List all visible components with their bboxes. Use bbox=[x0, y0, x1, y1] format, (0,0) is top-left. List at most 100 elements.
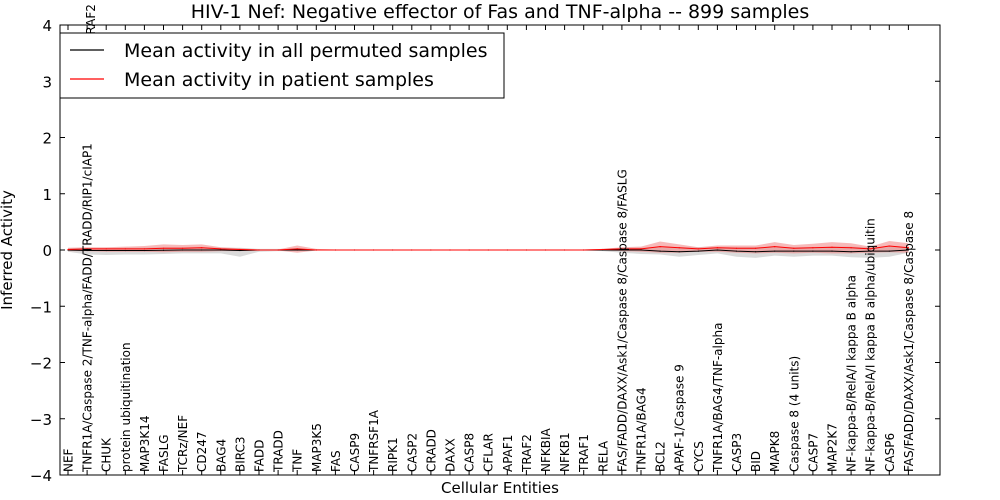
legend: Mean activity in all permuted samples Me… bbox=[59, 32, 505, 99]
x-tick-label: TRAF1 bbox=[577, 434, 591, 473]
data-point bbox=[831, 250, 833, 252]
x-tick-label: NEF bbox=[62, 448, 76, 472]
data-point bbox=[793, 250, 795, 252]
x-tick-label: TRADD bbox=[272, 430, 286, 473]
data-point bbox=[220, 248, 222, 250]
x-tick-label: RIPK1 bbox=[386, 437, 400, 472]
data-point bbox=[86, 248, 88, 250]
data-point bbox=[86, 249, 88, 252]
data-point bbox=[239, 248, 241, 251]
data-point bbox=[315, 249, 317, 251]
data-point bbox=[640, 249, 642, 251]
x-tick-label: TNFRSF1A bbox=[367, 409, 381, 473]
y-axis-ticks: 4 3 2 1 0 −1 −2 −3 −4 bbox=[30, 17, 940, 485]
data-point bbox=[659, 250, 661, 252]
x-tick-label: CASP2 bbox=[405, 433, 419, 472]
data-point bbox=[735, 247, 738, 249]
y-tick-label: 1 bbox=[42, 186, 52, 204]
data-point bbox=[697, 248, 699, 250]
chart-title: HIV-1 Nef: Negative effector of Fas and … bbox=[191, 1, 810, 23]
data-point bbox=[162, 247, 165, 249]
data-point bbox=[392, 249, 394, 251]
x-tick-label: FAS/FADD/DAXX/Ask1/Caspase 8/Caspase 8/F… bbox=[615, 169, 629, 472]
x-tick-label: BAG4 bbox=[214, 439, 228, 472]
legend-label-permuted: Mean activity in all permuted samples bbox=[124, 40, 487, 62]
data-point bbox=[659, 246, 661, 248]
x-tick-label: CASP7 bbox=[806, 433, 820, 472]
x-tick-label: MAP3K14 bbox=[138, 415, 152, 472]
data-point bbox=[678, 247, 680, 249]
data-point bbox=[162, 249, 165, 251]
x-tick-label: BIRC3 bbox=[233, 436, 247, 472]
data-point bbox=[105, 249, 107, 252]
data-point bbox=[869, 250, 871, 252]
x-tick-label: APAF1 bbox=[501, 435, 515, 472]
data-point bbox=[525, 249, 528, 251]
x-tick-label: MAP2K7 bbox=[826, 423, 840, 472]
data-point bbox=[812, 247, 814, 249]
data-point bbox=[182, 247, 184, 249]
data-point bbox=[907, 247, 910, 249]
data-point bbox=[812, 250, 814, 252]
x-tick-label: TCRz/NEF bbox=[176, 415, 190, 473]
data-point bbox=[602, 248, 604, 251]
data-point bbox=[258, 249, 260, 251]
data-point bbox=[774, 250, 776, 252]
data-point bbox=[755, 251, 757, 253]
series-lines bbox=[67, 245, 910, 253]
data-point bbox=[831, 246, 833, 248]
data-point bbox=[182, 249, 184, 251]
data-point bbox=[296, 249, 298, 251]
data-point bbox=[678, 251, 680, 253]
data-point bbox=[850, 247, 852, 249]
x-tick-label: CRADD bbox=[424, 429, 438, 472]
data-point bbox=[411, 249, 413, 251]
data-point bbox=[124, 248, 126, 250]
data-point bbox=[583, 249, 585, 251]
x-tick-label: CASP3 bbox=[730, 433, 744, 472]
x-tick-label: CASP8 bbox=[463, 433, 477, 472]
data-point bbox=[430, 249, 432, 251]
x-tick-label: DAXX bbox=[444, 438, 458, 472]
data-point bbox=[67, 248, 69, 251]
data-point bbox=[468, 249, 470, 251]
y-tick-label: −3 bbox=[30, 411, 52, 429]
x-tick-label: APAF-1/Caspase 9 bbox=[673, 364, 687, 472]
data-point bbox=[334, 249, 336, 251]
x-axis-ticks: NEF TNFR1A/Caspase 2/TNF-alpha/FADD/TRADD… bbox=[62, 25, 916, 475]
data-point bbox=[373, 249, 375, 251]
data-point bbox=[487, 249, 489, 251]
data-point bbox=[449, 249, 451, 251]
x-tick-label: CASP9 bbox=[348, 433, 362, 472]
data-point bbox=[716, 249, 719, 251]
y-tick-label: 4 bbox=[42, 17, 52, 35]
x-tick-label: FAS/FADD/DAXX/Ask1/Caspase 8/Caspase 8 bbox=[902, 211, 916, 472]
x-tick-label: FAS bbox=[329, 450, 343, 472]
data-point bbox=[201, 247, 203, 249]
data-point bbox=[888, 245, 890, 247]
data-point bbox=[143, 249, 145, 252]
y-tick-label: −2 bbox=[30, 355, 52, 373]
x-tick-label: CFLAR bbox=[482, 433, 496, 472]
x-tick-label: NF-kappa-B/RelA/I kappa B alpha bbox=[845, 275, 859, 472]
legend-box bbox=[59, 32, 505, 99]
data-point bbox=[105, 248, 107, 250]
x-tick-label: TNFR1A/BAG4/TNF-alpha bbox=[711, 323, 725, 473]
data-point bbox=[201, 249, 203, 251]
data-point bbox=[124, 249, 126, 252]
data-point bbox=[850, 251, 852, 253]
x-tick-label: CASP6 bbox=[883, 433, 897, 472]
x-tick-label: TRAF2 bbox=[520, 434, 534, 473]
y-tick-label: 2 bbox=[42, 130, 52, 148]
x-tick-label: BCL2 bbox=[654, 441, 668, 472]
data-point bbox=[506, 249, 508, 251]
data-point bbox=[353, 249, 356, 251]
data-point bbox=[697, 250, 699, 252]
x-tick-label: RELA bbox=[596, 440, 610, 472]
data-point bbox=[793, 247, 795, 249]
data-point bbox=[277, 249, 279, 251]
data-point bbox=[774, 246, 776, 248]
data-point bbox=[564, 249, 566, 251]
x-tick-label: FASLG bbox=[157, 434, 171, 472]
